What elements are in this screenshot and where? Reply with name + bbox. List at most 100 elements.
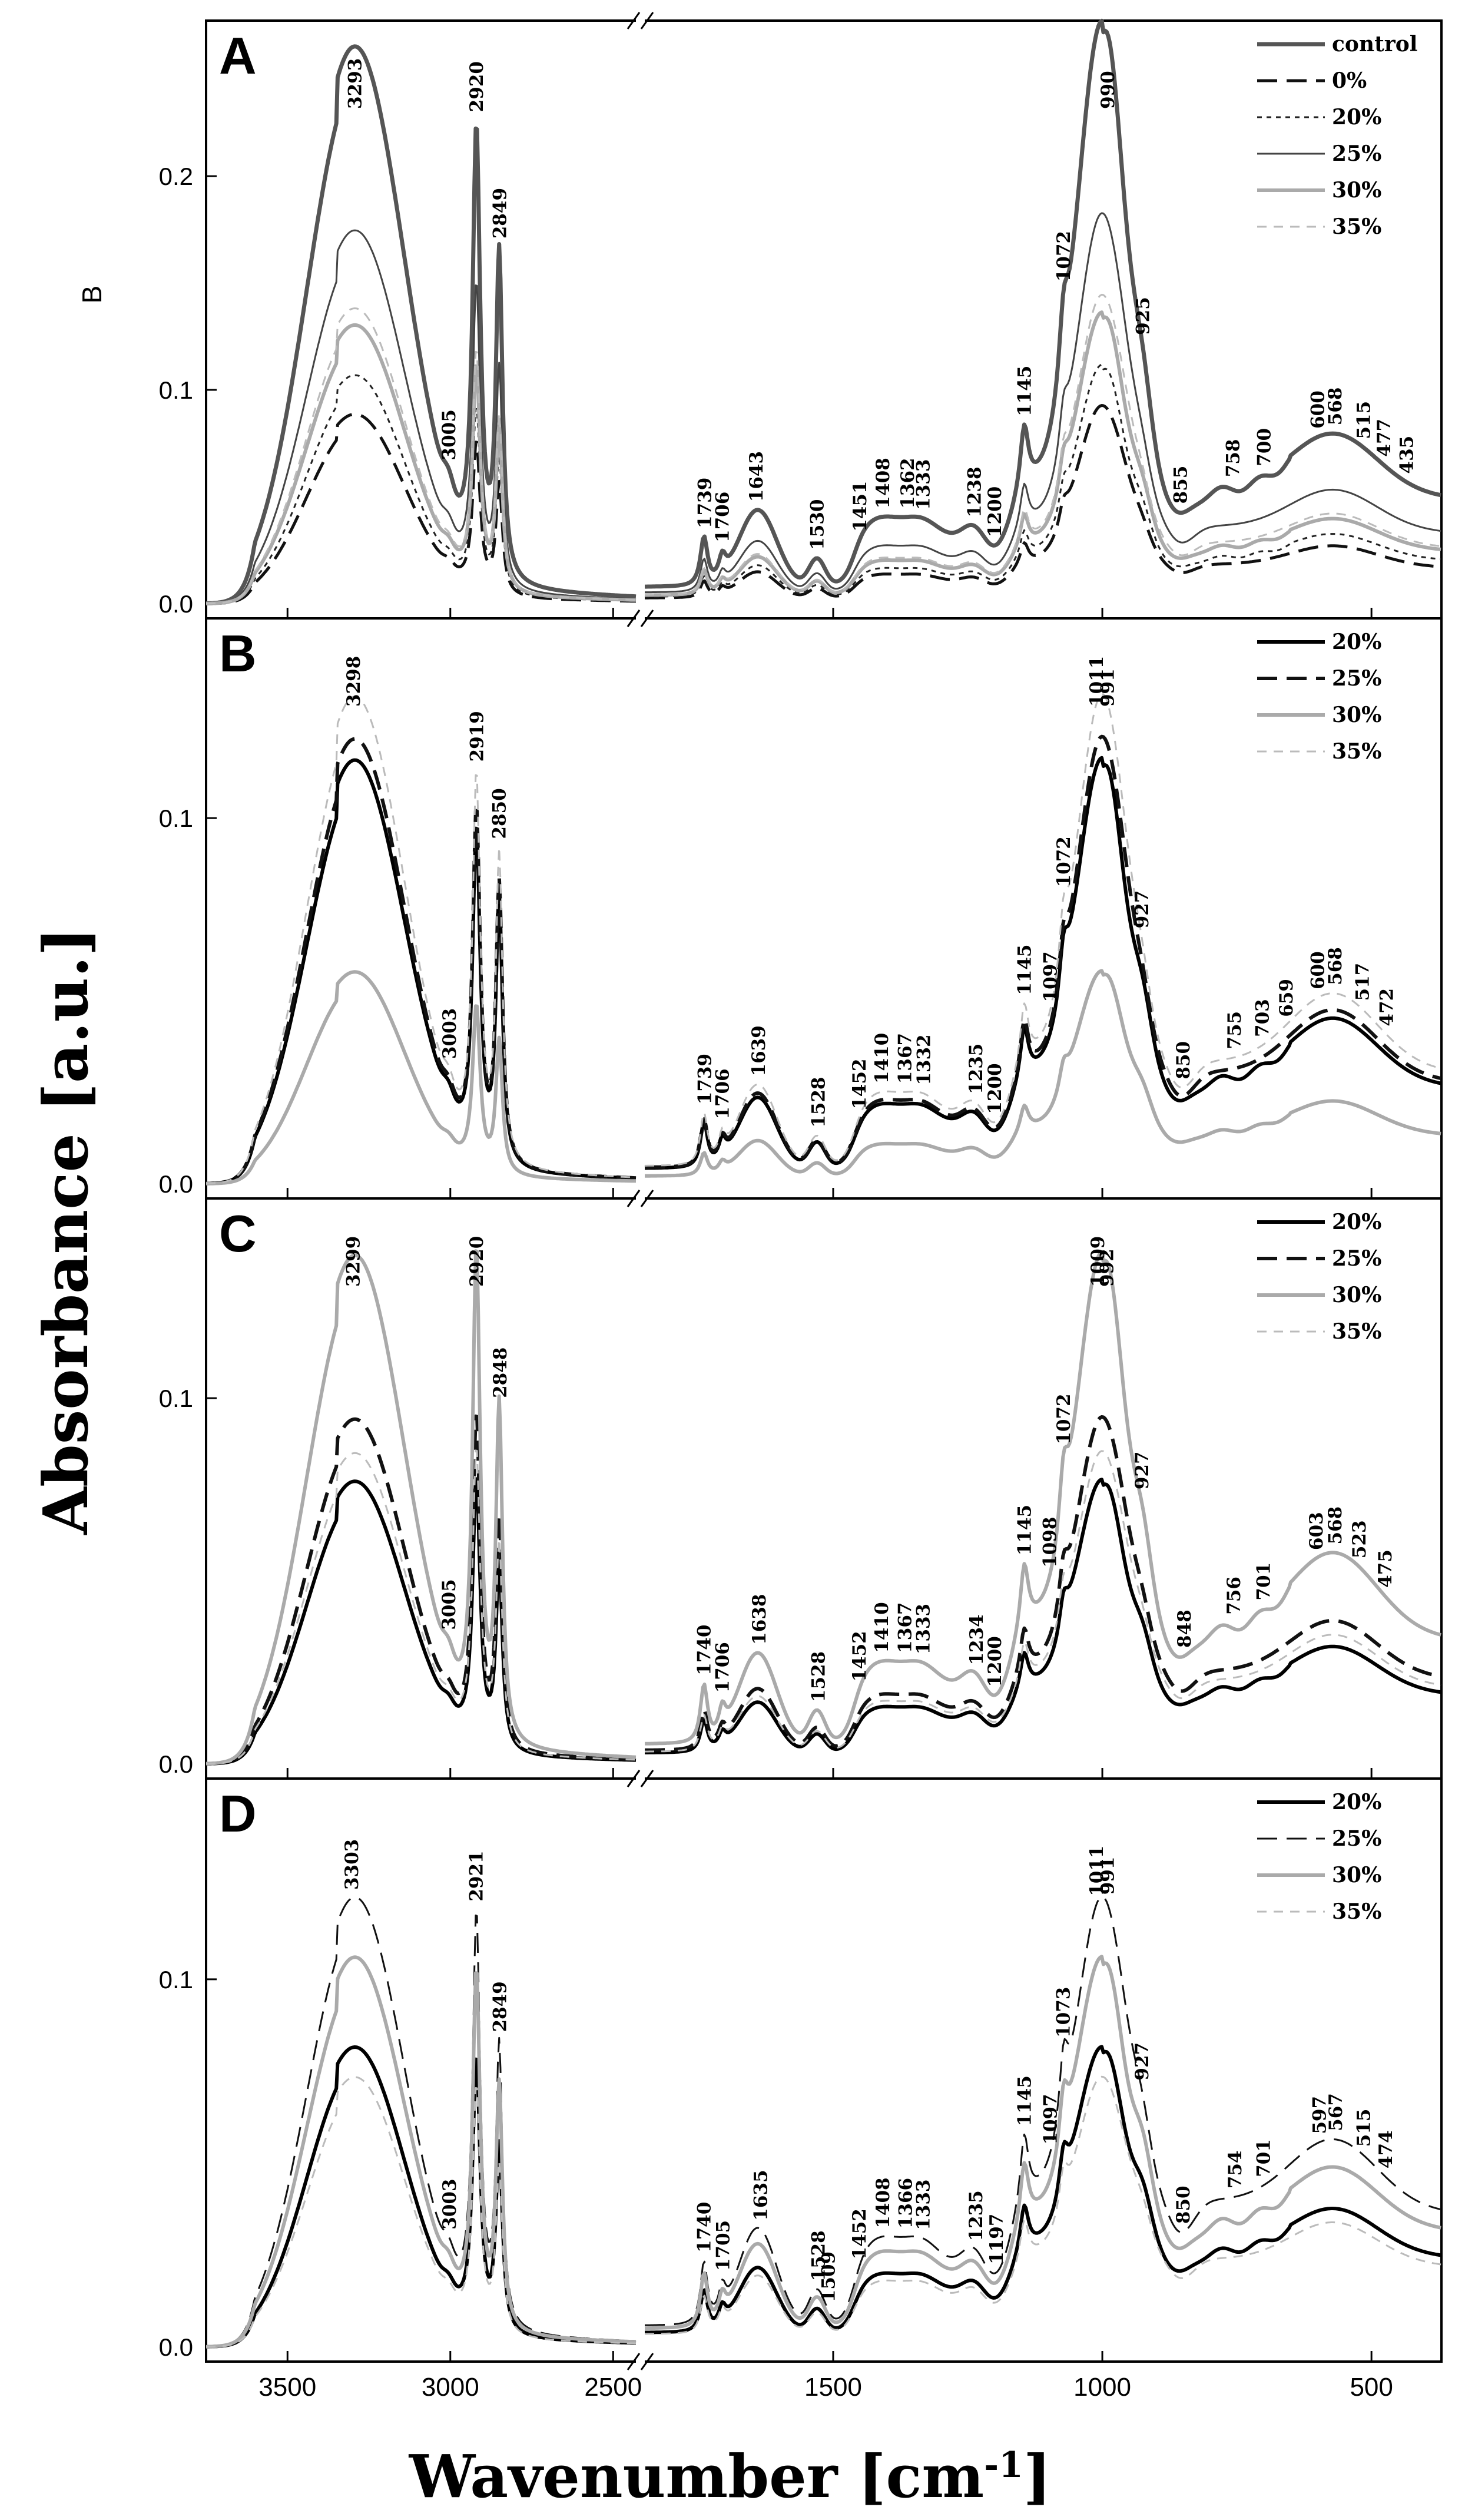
- y-tick-label: 0.0: [159, 590, 193, 618]
- peak-label: 597: [1309, 2096, 1330, 2134]
- series-25%-line: [644, 1415, 1441, 1752]
- axis-break-mark: [640, 1770, 654, 1787]
- axis-break-gap: [636, 1774, 645, 1783]
- legend-label-25%: 25%: [1332, 1826, 1381, 1851]
- peak-label: 1072: [1053, 231, 1075, 282]
- peak-label: 1408: [873, 2177, 894, 2228]
- x-axis-label-superscript: -1: [984, 2445, 1023, 2486]
- peak-label: 2848: [490, 1347, 511, 1398]
- axis-break-mark: [627, 1770, 641, 1787]
- legend-label-35%: 35%: [1332, 214, 1381, 239]
- peak-label: 2920: [466, 1236, 488, 1287]
- peak-label: 1333: [913, 2179, 934, 2230]
- peak-label: 1643: [746, 451, 767, 502]
- legend-label-20%: 20%: [1332, 630, 1381, 654]
- x-axis-label: Wavenumber [cm-1]: [409, 2442, 1051, 2511]
- axis-break-mark: [627, 610, 641, 627]
- panel-label-B: B: [219, 624, 257, 683]
- peak-label: 927: [1132, 1451, 1153, 1489]
- peak-label: 1145: [1015, 1505, 1036, 1555]
- series-25%-line: [206, 737, 637, 1186]
- y-tick-label: 0.1: [159, 804, 193, 832]
- peak-label: 990: [1098, 71, 1119, 109]
- axis-break-gap: [636, 2357, 645, 2366]
- peak-label: 517: [1353, 963, 1374, 1001]
- peak-label: 477: [1374, 419, 1395, 457]
- legend-label-25%: 25%: [1332, 1246, 1381, 1271]
- panel-D: 0.00.1D 20%25%30%35%3303 29213003284917401…: [159, 1770, 1443, 2370]
- peak-label: 1235: [966, 1044, 987, 1094]
- peak-label: 991: [1097, 1857, 1118, 1895]
- peak-label: 1145: [1015, 366, 1036, 416]
- peak-label: 1639: [748, 1025, 770, 1076]
- peak-label: 855: [1171, 466, 1192, 504]
- x-tick-label: 3500: [258, 2373, 316, 2402]
- peak-label: 1200: [985, 486, 1006, 537]
- peak-label: 1638: [749, 1594, 770, 1645]
- series-35%-line: [645, 1450, 1441, 1753]
- peak-label: 850: [1173, 2185, 1194, 2224]
- peak-label: 1011: [1086, 1846, 1108, 1896]
- peak-label: 603: [1306, 1512, 1327, 1550]
- axis-break-mark: [640, 12, 654, 29]
- series-35%-line: [206, 2076, 636, 2348]
- peak-label: 1739: [694, 1054, 715, 1104]
- peak-label: 925: [1133, 297, 1154, 335]
- x-tick-label: 500: [1350, 2373, 1393, 2402]
- peak-label: 1333: [913, 1604, 934, 1654]
- peak-label: 701: [1253, 2139, 1274, 2177]
- peak-label: 1635: [751, 2170, 772, 2220]
- peak-label: 758: [1222, 439, 1244, 477]
- axis-break-mark: [640, 610, 654, 627]
- series-35%-line: [645, 2075, 1441, 2335]
- legend-label-25%: 25%: [1332, 666, 1381, 691]
- peak-label: 1200: [985, 1636, 1006, 1687]
- peak-label: 568: [1325, 1506, 1346, 1545]
- peak-label: 1740: [694, 2202, 715, 2253]
- peak-label: 3303: [342, 1839, 363, 1890]
- peak-label: 3293: [345, 58, 366, 109]
- panel-C: 0.00.1C 20%25%30%35%3299 29203005284817401…: [159, 1190, 1443, 1787]
- panel-corner-text: B: [77, 286, 107, 304]
- peak-label: 3003: [439, 1008, 460, 1059]
- peak-label: 992: [1096, 1249, 1118, 1287]
- peak-label: 1145: [1015, 944, 1036, 995]
- peak-label: 1452: [849, 1058, 870, 1109]
- y-tick-label: 0.1: [159, 1385, 193, 1412]
- peak-label: 927: [1132, 890, 1153, 929]
- series-30%-line: [206, 1249, 637, 1766]
- peak-label: 703: [1252, 999, 1274, 1037]
- x-tick-label: 3000: [422, 2373, 479, 2402]
- series-35%-line: [206, 307, 636, 605]
- peak-label: 568: [1325, 388, 1346, 426]
- peak-label: 435: [1397, 436, 1418, 474]
- panel-label-C: C: [219, 1204, 257, 1263]
- peak-label: 1451: [850, 481, 871, 531]
- peak-label: 1528: [808, 1651, 829, 1702]
- peak-label: 1332: [914, 1034, 935, 1085]
- peak-label: 1197: [986, 2214, 1007, 2264]
- y-axis-label: Absorbance [a.u.]: [29, 927, 102, 1535]
- peak-label: 756: [1224, 1577, 1245, 1615]
- peak-label: 1098: [1039, 1517, 1060, 1568]
- peak-label: 567: [1325, 2093, 1347, 2131]
- peak-label: 2849: [489, 188, 511, 239]
- peak-label: 1367: [895, 1033, 916, 1084]
- peak-label: 659: [1276, 979, 1297, 1017]
- series-35%-line: [645, 293, 1441, 596]
- legend-label-35%: 35%: [1332, 739, 1381, 764]
- peak-label: 1097: [1040, 2094, 1061, 2144]
- axis-break-gap: [636, 16, 645, 25]
- peak-label: 1097: [1040, 951, 1061, 1002]
- peak-label: 475: [1375, 1549, 1396, 1588]
- peak-label: 3298: [343, 656, 364, 707]
- peak-label: 1011: [1086, 656, 1108, 707]
- panel-frame-D: [205, 1777, 1443, 2363]
- peak-label: 991: [1097, 668, 1118, 707]
- peak-label: 755: [1224, 1011, 1245, 1049]
- peak-label: 472: [1377, 988, 1398, 1026]
- series-0%-line: [645, 404, 1441, 600]
- series-30%-line: [206, 1955, 637, 2349]
